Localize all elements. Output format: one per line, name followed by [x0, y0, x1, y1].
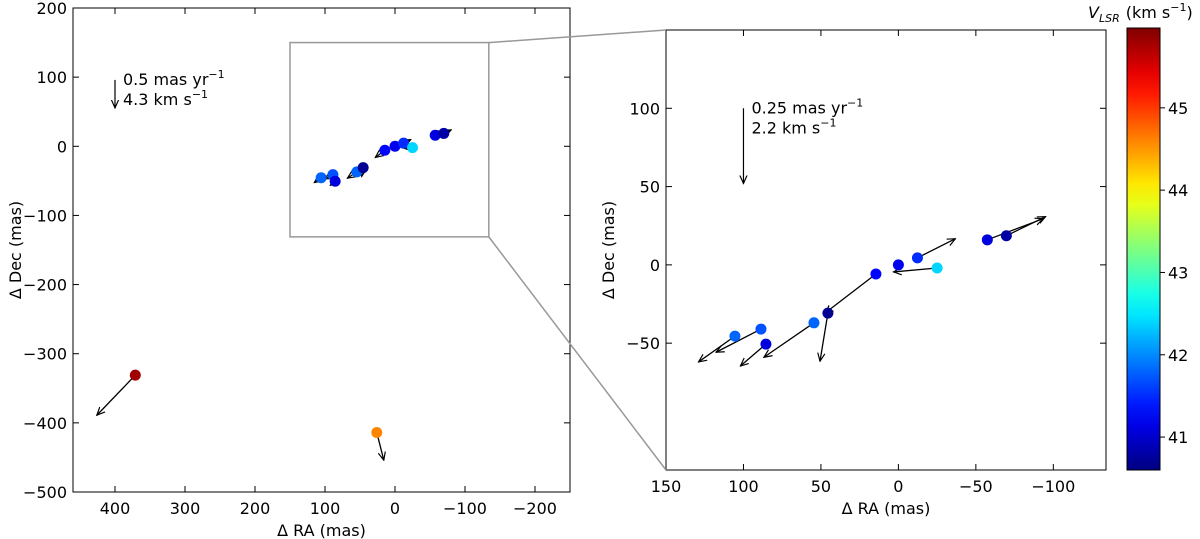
maser-spot — [911, 252, 923, 264]
x-tick-label: 150 — [651, 477, 682, 496]
maser-spot — [379, 144, 391, 156]
x-tick-label: 100 — [310, 499, 341, 518]
colorbar-tick-label: 44 — [1168, 181, 1188, 200]
maser-spot — [315, 172, 327, 184]
maser-spot — [129, 369, 141, 381]
x-axis-label: Δ RA (mas) — [277, 521, 366, 539]
motion-arrow — [820, 312, 829, 361]
reference-text: 0.25 mas yr — [751, 98, 847, 117]
x-tick-label: 0 — [893, 477, 903, 496]
zoom-connector — [488, 236, 667, 471]
y-tick-label: −100 — [23, 206, 67, 225]
zoom-box — [289, 41, 490, 238]
reference-sup: −1 — [208, 68, 224, 81]
reference-sup: −1 — [847, 96, 863, 109]
maser-spot — [1000, 230, 1012, 242]
motion-arrow — [825, 273, 877, 313]
colorbar-unit: (km s — [1126, 3, 1171, 22]
motion-arrow — [716, 328, 762, 352]
motion-arrow — [917, 239, 955, 259]
reference-text: 0.5 mas yr — [123, 70, 209, 89]
x-tick-label: −100 — [1031, 477, 1075, 496]
maser-spot — [729, 330, 741, 342]
x-tick-label: −200 — [513, 499, 557, 518]
zoom-connector — [488, 29, 667, 44]
x-tick-label: 200 — [240, 499, 271, 518]
reference-text: 2.2 km s — [751, 118, 820, 137]
reference-label: 0.5 mas yr−1 — [123, 68, 225, 89]
colorbar-sub: LSR — [1099, 12, 1120, 25]
reference-label: 0.25 mas yr−1 — [751, 96, 863, 117]
maser-spot — [981, 234, 993, 246]
maser-spot — [755, 323, 767, 335]
motion-arrow — [699, 335, 736, 362]
reference-sup: −1 — [192, 88, 208, 101]
y-tick-label: 0 — [650, 256, 660, 275]
maser-spot — [398, 137, 410, 149]
maser-spot — [822, 307, 834, 319]
colorbar-close: ) — [1186, 3, 1192, 22]
maser-spot — [892, 259, 904, 271]
x-tick-label: 0 — [390, 499, 400, 518]
axes-frame — [72, 7, 571, 493]
x-tick-label: 300 — [170, 499, 201, 518]
y-axis-label: Δ Dec (mas) — [599, 201, 618, 299]
maser-spot — [407, 142, 418, 154]
colorbar-tick-label: 41 — [1168, 428, 1188, 447]
y-tick-label: 200 — [36, 0, 67, 18]
colorbar — [1126, 27, 1161, 471]
axes-frame — [665, 29, 1107, 471]
y-tick-label: −400 — [23, 414, 67, 433]
x-tick-label: −50 — [959, 477, 993, 496]
motion-arrow — [97, 374, 136, 415]
motion-arrow — [764, 322, 815, 357]
motion-arrow — [893, 268, 938, 272]
reference-label: 4.3 km s−1 — [123, 88, 208, 109]
motion-arrow — [1006, 217, 1045, 237]
maser-spot — [389, 140, 401, 152]
maser-spot — [429, 129, 441, 141]
colorbar-label: VLSR (km s−1) — [1088, 1, 1193, 25]
reference-label: 2.2 km s−1 — [751, 116, 836, 137]
reference-text: 4.3 km s — [123, 90, 192, 109]
y-tick-label: −300 — [23, 345, 67, 364]
y-tick-label: −50 — [626, 334, 660, 353]
y-axis-label: Δ Dec (mas) — [6, 201, 25, 299]
y-tick-label: 0 — [57, 137, 67, 156]
y-tick-label: 100 — [36, 68, 67, 87]
maser-spot — [371, 427, 383, 439]
x-axis-label: Δ RA (mas) — [842, 499, 931, 518]
reference-sup: −1 — [820, 116, 836, 129]
maser-spot — [760, 338, 772, 350]
y-tick-label: 100 — [629, 99, 660, 118]
maser-spot — [357, 162, 369, 174]
maser-spot — [808, 317, 820, 329]
maser-spot — [931, 262, 943, 274]
colorbar-sup: −1 — [1170, 1, 1186, 14]
motion-arrow — [740, 343, 767, 366]
colorbar-tick-label: 42 — [1168, 346, 1188, 365]
colorbar-symbol: V — [1088, 3, 1100, 22]
maser-spot — [870, 268, 882, 280]
colorbar-tick-label: 45 — [1168, 99, 1188, 118]
colorbar-tick-label: 43 — [1168, 263, 1188, 282]
x-tick-label: 100 — [728, 477, 759, 496]
maser-spot — [438, 127, 450, 139]
x-tick-label: 400 — [100, 499, 131, 518]
x-tick-label: −100 — [443, 499, 487, 518]
maser-spot — [329, 175, 341, 187]
y-tick-label: −500 — [23, 483, 67, 502]
x-tick-label: 50 — [811, 477, 831, 496]
y-tick-label: 50 — [640, 178, 660, 197]
y-tick-label: −200 — [23, 276, 67, 295]
